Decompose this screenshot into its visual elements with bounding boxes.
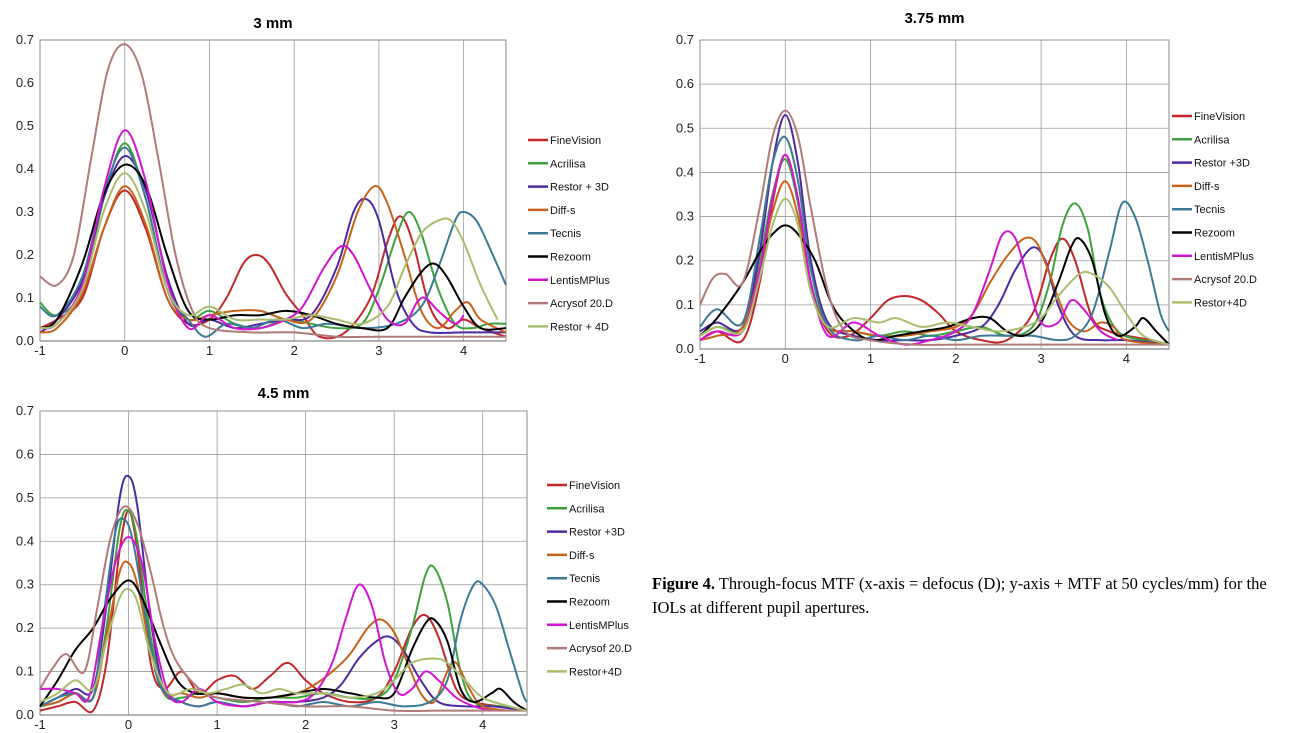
legend-label: Rezoom (1194, 228, 1235, 240)
x-tick-label: 0 (121, 343, 128, 358)
chart-title: 4.5 mm (258, 385, 310, 402)
y-tick-label: 0.7 (16, 403, 34, 418)
chart-svg: 0.0 0.1 0.2 0.3 0.4 0.5 0.6 0.7 -1 0 1 2 3 4 3 mm FineV… (16, 15, 613, 358)
series-line (699, 153, 1119, 346)
x-tick-label: 2 (291, 343, 298, 358)
x-tick-label: 1 (206, 343, 213, 358)
series-line (699, 109, 1169, 346)
chart-4-5mm: 0.0 0.1 0.2 0.3 0.4 0.5 0.6 0.7 -1 0 1 2 3 4 4.5 mm Fin… (0, 378, 650, 733)
legend-label: Restor+4D (569, 666, 622, 678)
legend-label: FineVision (1194, 111, 1245, 123)
legend-label: Acrysof 20.D (569, 643, 632, 655)
legend-label: FineVision (550, 135, 601, 147)
legend-label: Tecnis (550, 228, 582, 240)
y-tick-label: 0.0 (16, 333, 34, 348)
x-tick-label: 0 (782, 351, 789, 366)
y-tick-label: 0.5 (676, 120, 694, 135)
y-tick-label: 0.1 (16, 664, 34, 679)
x-tick-label: 1 (213, 717, 220, 732)
y-tick-label: 0.3 (16, 204, 34, 219)
series-line (39, 172, 499, 330)
series-line (39, 43, 506, 339)
series-line (39, 587, 528, 712)
y-tick-label: 0.2 (16, 620, 34, 635)
legend-label: Diff-s (550, 205, 576, 217)
x-tick-label: 4 (1123, 351, 1130, 366)
x-tick-label: 0 (125, 717, 132, 732)
figure-caption-label: Figure 4. (652, 574, 715, 593)
chart-title: 3.75 mm (904, 10, 964, 27)
y-tick-label: 0.0 (676, 341, 694, 356)
x-tick-label: 2 (302, 717, 309, 732)
y-tick-label: 0.1 (676, 297, 694, 312)
series-line (39, 163, 507, 332)
legend-label: Restor +3D (1194, 158, 1250, 170)
plot-area (699, 39, 1170, 350)
legend-label: Acrilisa (1194, 134, 1230, 146)
chart-svg: 0.0 0.1 0.2 0.3 0.4 0.5 0.6 0.7 -1 0 1 2 3 4 3.75 mm Fi… (676, 10, 1257, 366)
y-tick-label: 0.3 (16, 577, 34, 592)
legend-label: LentisMPlus (550, 275, 610, 287)
y-tick-label: 0.7 (676, 32, 694, 47)
x-tick-label: 3 (391, 717, 398, 732)
series-line (699, 224, 1170, 346)
x-tick-label: 3 (1037, 351, 1044, 366)
legend-label: Acrilisa (550, 158, 586, 170)
figure-caption-text: Through-focus MTF (x-axis = defocus (D);… (652, 574, 1267, 617)
legend-label: FineVision (569, 480, 620, 492)
x-tick-label: 1 (867, 351, 874, 366)
y-tick-label: 0.5 (16, 490, 34, 505)
legend-label: LentisMPlus (1194, 251, 1254, 263)
legend-label: Acrilisa (569, 503, 605, 515)
y-tick-label: 0.5 (16, 118, 34, 133)
series-line (699, 135, 1170, 342)
chart-3-75mm: 0.0 0.1 0.2 0.3 0.4 0.5 0.6 0.7 -1 0 1 2 3 4 3.75 mm Fi… (660, 0, 1289, 366)
y-tick-label: 0.0 (16, 707, 34, 722)
legend-label: Diff-s (1194, 181, 1220, 193)
y-tick-label: 0.2 (676, 253, 694, 268)
legend-label: Tecnis (1194, 204, 1226, 216)
legend-label: Restor + 3D (550, 182, 609, 194)
x-tick-label: -1 (34, 717, 46, 732)
series-line (39, 185, 507, 334)
x-tick-label: 2 (952, 351, 959, 366)
x-tick-label: 3 (375, 343, 382, 358)
x-tick-label: 4 (460, 343, 467, 358)
y-tick-label: 0.7 (16, 32, 34, 47)
legend-label: Tecnis (569, 573, 601, 585)
y-tick-label: 0.6 (16, 75, 34, 90)
y-tick-label: 0.4 (16, 533, 34, 548)
y-tick-label: 0.4 (676, 164, 694, 179)
y-tick-label: 0.6 (676, 76, 694, 91)
plot-area (39, 39, 507, 342)
x-tick-label: -1 (694, 351, 706, 366)
legend-label: Acrysof 20.D (550, 298, 613, 310)
chart-svg: 0.0 0.1 0.2 0.3 0.4 0.5 0.6 0.7 -1 0 1 2 3 4 4.5 mm Fin… (16, 385, 632, 732)
series-line (39, 505, 527, 712)
y-tick-label: 0.6 (16, 446, 34, 461)
series-line (699, 197, 1170, 346)
x-tick-label: -1 (34, 343, 46, 358)
y-tick-label: 0.4 (16, 161, 34, 176)
figure-caption: Figure 4. Through-focus MTF (x-axis = de… (652, 572, 1289, 620)
legend-label: Rezoom (550, 252, 591, 264)
legend-label: Restor+4D (1194, 297, 1247, 309)
legend-label: Rezoom (569, 597, 610, 609)
legend-label: Acrysof 20.D (1194, 274, 1257, 286)
chart-title: 3 mm (253, 15, 292, 32)
legend-label: LentisMPlus (569, 620, 629, 632)
chart-3mm: 0.0 0.1 0.2 0.3 0.4 0.5 0.6 0.7 -1 0 1 2 3 4 3 mm FineV… (0, 0, 640, 360)
legend-label: Restor + 4D (550, 321, 609, 333)
y-tick-label: 0.1 (16, 290, 34, 305)
x-tick-label: 4 (479, 717, 486, 732)
legend-label: Diff-s (569, 550, 595, 562)
y-tick-label: 0.2 (16, 247, 34, 262)
series-line (39, 579, 528, 712)
y-tick-label: 0.3 (676, 209, 694, 224)
legend-label: Restor +3D (569, 527, 625, 539)
